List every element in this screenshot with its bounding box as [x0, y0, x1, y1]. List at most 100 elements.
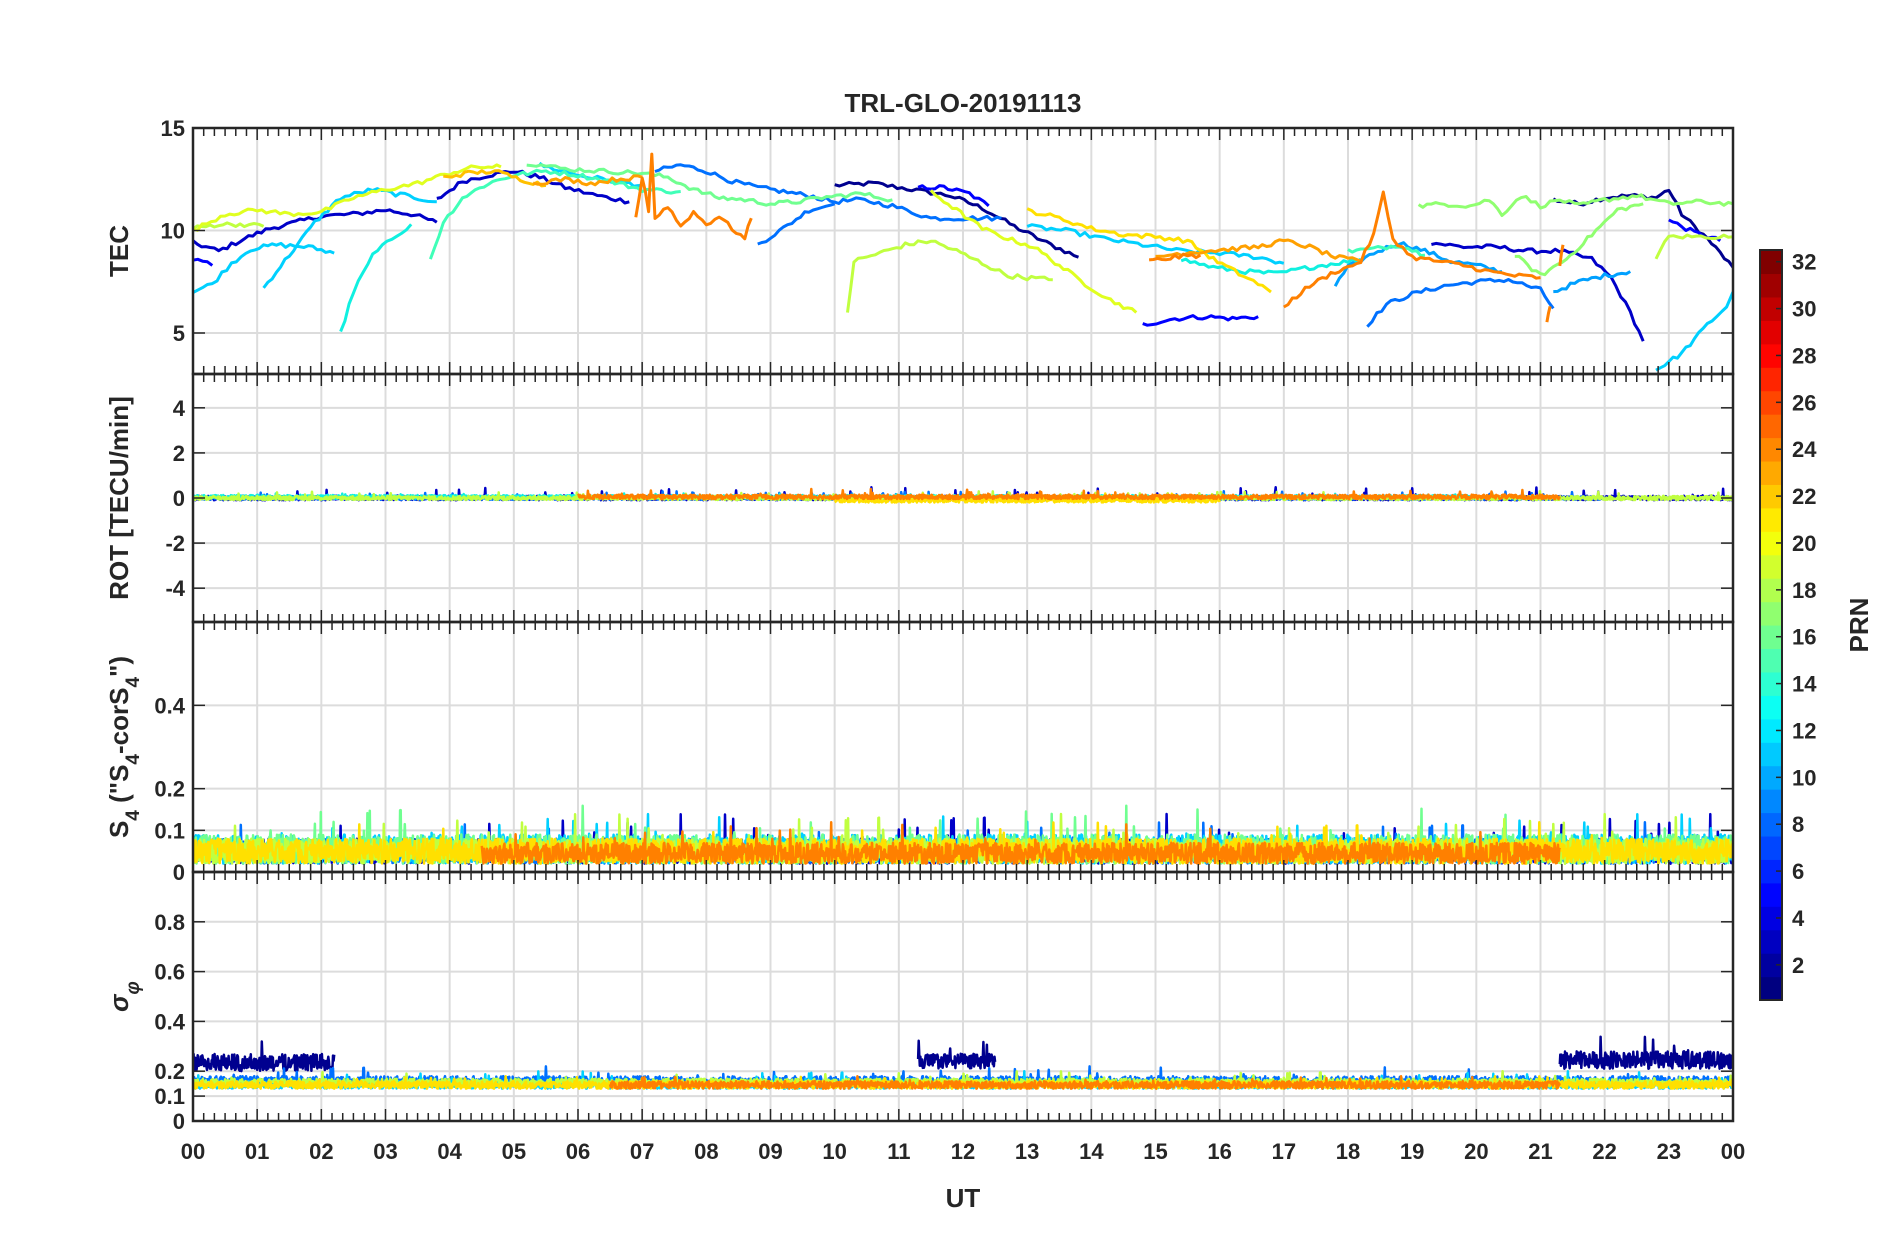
y-tick-label: 15: [161, 116, 185, 141]
colorbar-tick-label: 2: [1792, 953, 1804, 978]
x-tick-label: 21: [1528, 1139, 1552, 1164]
series-prn-8: [757, 202, 836, 246]
panel-frame: [191, 870, 1735, 1123]
x-tick-label: 09: [758, 1139, 782, 1164]
x-tick-label: 17: [1272, 1139, 1296, 1164]
series-prn-10: [1553, 270, 1632, 294]
x-tick-label: 11: [887, 1139, 910, 1164]
series-prn-1: [193, 1040, 336, 1073]
colorbar-tick-label: 28: [1792, 343, 1816, 368]
colorbar-bin: [1760, 460, 1782, 485]
colorbar-tick-label: 8: [1792, 812, 1804, 837]
series-prn-17: [1514, 202, 1644, 277]
y-tick-label: 0.2: [154, 777, 185, 802]
y-tick-label: -4: [165, 576, 185, 601]
colorbar-tick-label: 18: [1792, 578, 1816, 603]
colorbar-bin: [1760, 789, 1782, 814]
series-prn-23: [608, 1075, 1561, 1090]
y-tick-label: 0.1: [154, 818, 185, 843]
colorbar-bin: [1760, 765, 1782, 790]
series-prn-1: [834, 180, 1079, 259]
y-tick-label: 2: [173, 441, 185, 466]
x-tick-label: 20: [1464, 1139, 1488, 1164]
chart-title: TRL-GLO-20191113: [845, 88, 1082, 118]
series-prn-19: [929, 189, 1138, 314]
series-prn-20: [1026, 207, 1272, 294]
colorbar-bin: [1760, 320, 1782, 345]
series-prn-3: [917, 184, 990, 207]
series-prn-15: [428, 168, 681, 260]
colorbar-bin: [1760, 531, 1782, 556]
colorbar-tick-label: 10: [1792, 765, 1816, 790]
colorbar-bin: [1760, 554, 1782, 579]
colorbar-bin: [1760, 578, 1782, 603]
colorbar-bin: [1760, 343, 1782, 368]
x-tick-label: 04: [437, 1139, 462, 1164]
colorbar-bin: [1760, 695, 1782, 720]
x-tick-label: 10: [822, 1139, 846, 1164]
y-tick-label: 0: [173, 1109, 185, 1134]
colorbar-bin: [1760, 906, 1782, 931]
y-tick-label: 0.8: [154, 910, 185, 935]
x-tick-label: 12: [951, 1139, 975, 1164]
x-tick-label: 06: [566, 1139, 590, 1164]
series-prn-23: [1558, 244, 1565, 267]
y-tick-label: 0.2: [154, 1059, 185, 1084]
series-prn-2: [193, 208, 438, 253]
colorbar-tick-label: 22: [1792, 484, 1816, 509]
colorbar-bin: [1760, 718, 1782, 743]
series-prn-12: [1026, 223, 1285, 265]
x-tick-label: 00: [181, 1139, 205, 1164]
colorbar-bin: [1760, 250, 1782, 275]
colorbar-bin: [1760, 953, 1782, 978]
series-prn-23: [480, 821, 1561, 865]
y-tick-label: 0.1: [154, 1084, 185, 1109]
series-prn-3: [1142, 314, 1259, 327]
colorbar-tick-label: 24: [1792, 437, 1817, 462]
colorbar-tick-label: 26: [1792, 390, 1816, 415]
series-prn-3: [193, 257, 214, 267]
series-prn-17: [1417, 193, 1733, 217]
data-layer: [193, 152, 1733, 1090]
series-prn-12: [1655, 291, 1733, 372]
series-prn-2: [436, 169, 630, 205]
x-tick-label: 02: [309, 1139, 333, 1164]
colorbar-bin: [1760, 601, 1782, 626]
colorbar-bin: [1760, 671, 1782, 696]
series-prn-1: [1558, 1035, 1733, 1070]
series-prn-15: [1347, 244, 1426, 258]
x-tick-label: 00: [1721, 1139, 1745, 1164]
y-tick-label: 0.4: [154, 693, 185, 718]
x-tick-label: 15: [1143, 1139, 1167, 1164]
colorbar-label: PRN: [1844, 598, 1874, 653]
series-prn-16: [526, 163, 893, 207]
colorbar-tick-label: 32: [1792, 250, 1816, 275]
colorbar-bin: [1760, 742, 1782, 767]
colorbar-bin: [1760, 296, 1782, 321]
panel-1-data: [193, 486, 1733, 504]
x-tick-label: 19: [1400, 1139, 1424, 1164]
colorbar-bin: [1760, 929, 1782, 954]
colorbar-tick-label: 14: [1792, 672, 1817, 697]
colorbar-tick-label: 12: [1792, 718, 1816, 743]
series-prn-23: [1148, 252, 1202, 262]
series-prn-12: [193, 241, 335, 294]
panel-3-data: [193, 1035, 1733, 1090]
y-tick-label: 5: [173, 321, 185, 346]
colorbar-tick-label: 4: [1792, 906, 1805, 931]
x-tick-label: 23: [1657, 1139, 1681, 1164]
series-prn-23: [634, 152, 753, 241]
y-tick-label: -2: [165, 531, 185, 556]
y-tick-label: 0.6: [154, 960, 185, 985]
x-tick-label: 05: [502, 1139, 526, 1164]
x-tick-label: 03: [373, 1139, 397, 1164]
y-tick-label: 4: [173, 396, 186, 421]
y-axis-label-panel-2: S4 ("S4-corS4"): [104, 656, 144, 838]
y-tick-label: 10: [161, 219, 185, 244]
x-tick-label: 18: [1336, 1139, 1360, 1164]
series-prn-23: [1283, 190, 1541, 309]
y-tick-label: 0.4: [154, 1009, 185, 1034]
colorbar-bin: [1760, 484, 1782, 509]
